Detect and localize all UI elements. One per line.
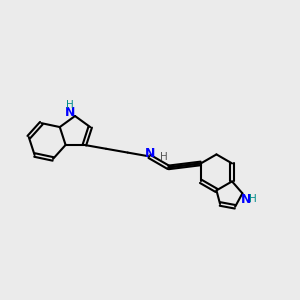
Text: N: N — [145, 147, 156, 160]
Text: H: H — [66, 100, 74, 110]
Text: H: H — [248, 194, 256, 204]
Text: H: H — [160, 152, 167, 162]
Text: N: N — [65, 106, 75, 119]
Text: N: N — [241, 193, 252, 206]
